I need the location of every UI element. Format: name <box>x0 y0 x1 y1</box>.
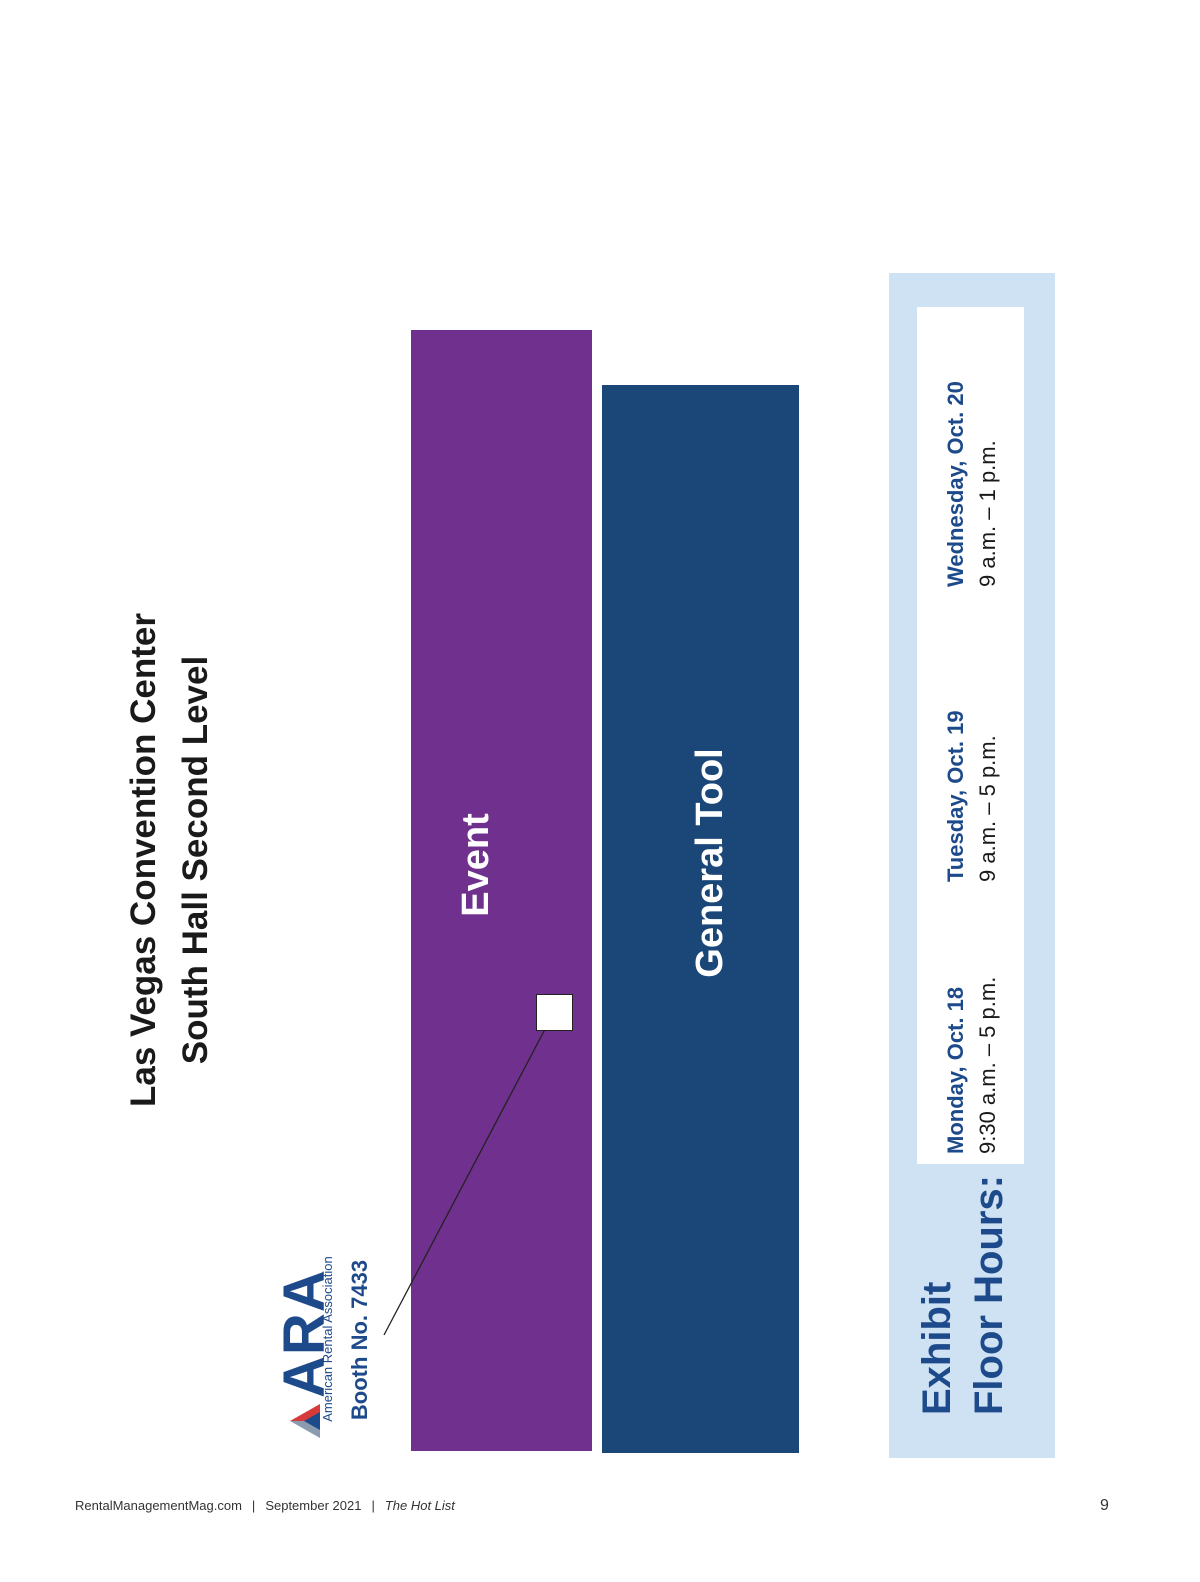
event-section-bar <box>411 330 592 1451</box>
hours-time: 9:30 a.m. – 5 p.m. <box>975 976 1000 1154</box>
hours-entry: Wednesday, Oct. 20 9 a.m. – 1 p.m. <box>937 347 1007 587</box>
hours-time: 9 a.m. – 1 p.m. <box>975 440 1000 587</box>
footer-site: RentalManagementMag.com <box>75 1498 242 1513</box>
page-footer: RentalManagementMag.com | September 2021 | T… <box>75 1498 455 1513</box>
hours-day: Wednesday, Oct. 20 <box>943 381 968 587</box>
ara-logo-mark-icon <box>290 1404 320 1438</box>
ara-logo: ARA <box>272 1240 337 1440</box>
general-tool-section-bar <box>602 385 799 1453</box>
exhibit-hours-title: Exhibit Floor Hours: <box>908 1175 1018 1415</box>
page-number: 9 <box>1100 1497 1109 1514</box>
exhibit-hours-title-line-2: Floor Hours: <box>967 1175 1011 1415</box>
footer-separator: | <box>371 1498 375 1513</box>
footer-issue: September 2021 <box>265 1498 362 1513</box>
booth-location-marker <box>536 994 573 1031</box>
hours-day: Tuesday, Oct. 19 <box>943 710 968 882</box>
footer-publication: The Hot List <box>384 1498 455 1513</box>
hours-time: 9 a.m. – 5 p.m. <box>975 735 1000 882</box>
hours-entry: Monday, Oct. 18 9:30 a.m. – 5 p.m. <box>937 914 1007 1154</box>
hours-entry: Tuesday, Oct. 19 9 a.m. – 5 p.m. <box>937 642 1007 882</box>
exhibit-hours-title-line-1: Exhibit <box>915 1281 959 1415</box>
hours-day: Monday, Oct. 18 <box>943 986 968 1154</box>
exhibit-hours-list <box>917 307 1024 1164</box>
footer-separator: | <box>251 1498 256 1513</box>
